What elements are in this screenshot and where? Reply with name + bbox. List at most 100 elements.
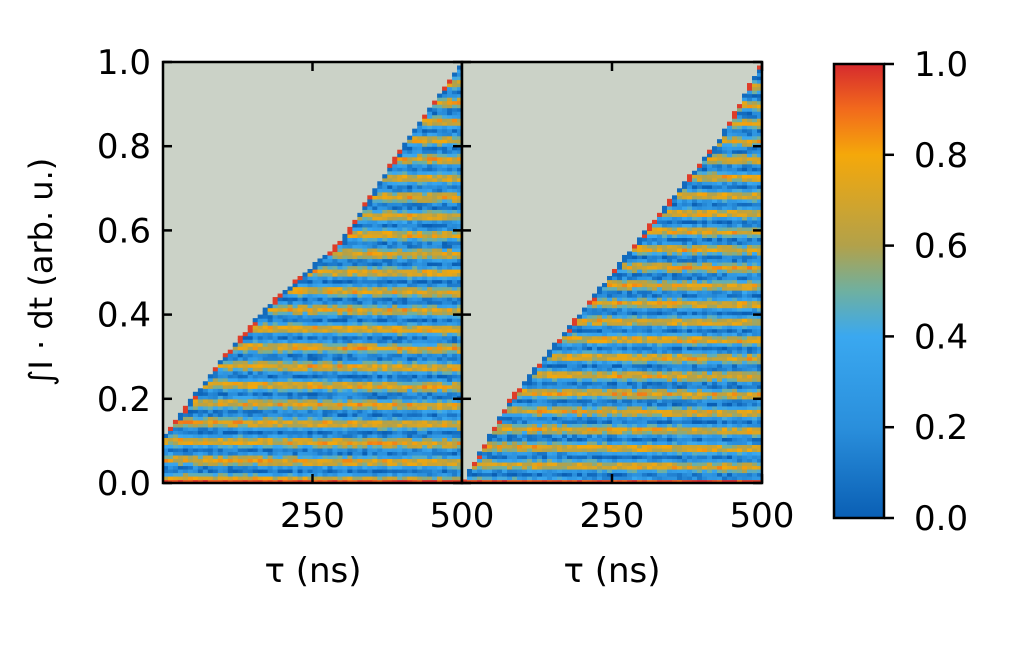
heatmap-cell — [537, 395, 543, 400]
heatmap-cell — [507, 419, 513, 424]
heatmap-cell — [357, 440, 363, 446]
heatmap-cell — [417, 349, 423, 354]
heatmap-cell — [452, 114, 458, 119]
heatmap-cell — [297, 433, 304, 438]
heatmap-cell — [582, 346, 588, 351]
heatmap-cell — [432, 325, 438, 330]
heatmap-cell — [367, 370, 373, 375]
heatmap-cell — [397, 412, 403, 417]
heatmap-cell — [302, 444, 309, 449]
heatmap-cell — [427, 153, 433, 158]
heatmap-cell — [372, 300, 378, 305]
heatmap-cell — [332, 447, 339, 453]
heatmap-cell — [407, 142, 413, 147]
heatmap-cell — [602, 475, 608, 481]
heatmap-cell — [557, 384, 563, 389]
heatmap-cell — [377, 184, 383, 189]
heatmap-cell — [342, 381, 348, 386]
heatmap-cell — [342, 465, 348, 470]
heatmap-cell — [217, 391, 224, 396]
heatmap-cell — [342, 318, 348, 323]
heatmap-cell — [262, 430, 269, 435]
heatmap-cell — [517, 416, 523, 421]
heatmap-cell — [362, 440, 368, 446]
heatmap-cell — [202, 461, 209, 467]
heatmap-cell — [402, 156, 408, 161]
heatmap-cell — [262, 479, 269, 484]
heatmap-cell — [422, 149, 428, 154]
heatmap-cell — [237, 353, 244, 358]
heatmap-cell — [507, 398, 513, 403]
heatmap-cell — [482, 447, 488, 453]
heatmap-cell — [292, 286, 299, 291]
heatmap-cell — [402, 433, 408, 438]
heatmap-cell — [447, 230, 453, 235]
heatmap-cell — [163, 475, 169, 481]
heatmap-cell — [457, 433, 463, 438]
heatmap-cell — [607, 475, 613, 481]
heatmap-cell — [357, 276, 363, 281]
heatmap-cell — [417, 254, 423, 260]
heatmap-cell — [582, 311, 588, 316]
heatmap-cell — [427, 283, 433, 288]
heatmap-cell — [322, 367, 329, 372]
heatmap-cell — [437, 475, 443, 481]
heatmap-cell — [272, 300, 279, 305]
heatmap-cell — [412, 146, 418, 151]
heatmap-cell — [407, 265, 413, 270]
heatmap-cell — [232, 367, 239, 372]
heatmap-cell — [597, 388, 603, 393]
heatmap-cell — [377, 468, 383, 474]
heatmap-cell — [557, 465, 563, 470]
heatmap-cell — [522, 419, 528, 424]
heatmap-cell — [562, 335, 568, 340]
heatmap-cell — [447, 181, 453, 186]
heatmap-cell — [617, 391, 623, 396]
heatmap-cell — [357, 391, 363, 396]
heatmap-cell — [252, 468, 259, 474]
heatmap-cell — [577, 325, 583, 330]
heatmap-cell — [347, 430, 353, 435]
heatmap-cell — [577, 430, 583, 435]
heatmap-cell — [577, 416, 583, 421]
heatmap-cell — [592, 458, 598, 463]
heatmap-cell — [292, 388, 299, 393]
heatmap-cell — [417, 335, 423, 340]
heatmap-cell — [452, 416, 458, 421]
heatmap-cell — [392, 290, 398, 295]
heatmap-cell — [427, 219, 433, 224]
heatmap-cell — [442, 128, 448, 133]
heatmap-cell — [292, 412, 299, 417]
heatmap-cell — [502, 447, 508, 453]
heatmap-cell — [447, 163, 453, 168]
heatmap-cell — [597, 311, 603, 316]
heatmap-cell — [582, 465, 588, 470]
heatmap-cell — [532, 468, 538, 474]
heatmap-cell — [322, 363, 329, 368]
heatmap-cell — [427, 272, 433, 277]
heatmap-cell — [447, 177, 453, 182]
heatmap-cell — [602, 370, 608, 375]
heatmap-cell — [442, 318, 448, 323]
heatmap-cell — [592, 353, 598, 358]
heatmap-cell — [527, 374, 533, 379]
heatmap-cell — [337, 384, 343, 389]
heatmap-cell — [402, 349, 408, 354]
heatmap-cell — [262, 353, 269, 358]
heatmap-cell — [342, 314, 348, 319]
heatmap-cell — [297, 412, 304, 417]
heatmap-cell — [407, 223, 413, 228]
heatmap-cell — [312, 433, 319, 438]
heatmap-cell — [317, 283, 324, 288]
heatmap-cell — [302, 440, 309, 446]
heatmap-cell — [417, 353, 423, 358]
heatmap-cell — [357, 388, 363, 393]
heatmap-cell — [522, 409, 528, 414]
heatmap-cell — [452, 153, 458, 158]
heatmap-cell — [397, 367, 403, 372]
heatmap-cell — [452, 167, 458, 172]
heatmap-cell — [452, 104, 458, 109]
heatmap-cell — [207, 402, 214, 407]
heatmap-cell — [457, 139, 463, 144]
heatmap-cell — [432, 370, 438, 375]
